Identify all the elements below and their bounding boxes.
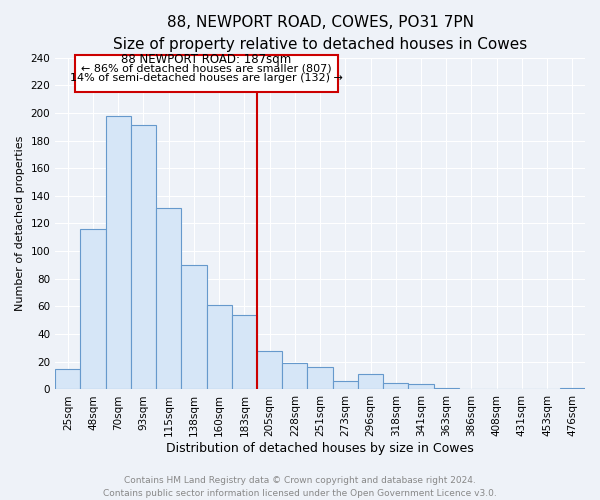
Bar (282, 363, 307, 390)
Text: ← 86% of detached houses are smaller (807): ← 86% of detached houses are smaller (80… (81, 64, 332, 74)
Bar (257, 350, 282, 390)
FancyBboxPatch shape (76, 55, 338, 92)
Text: Contains HM Land Registry data © Crown copyright and database right 2024.
Contai: Contains HM Land Registry data © Crown c… (103, 476, 497, 498)
Y-axis label: Number of detached properties: Number of detached properties (15, 136, 25, 311)
Bar (434, 388, 459, 390)
Bar (358, 374, 383, 390)
Bar (106, 116, 131, 390)
Bar (232, 315, 257, 390)
Bar (131, 126, 156, 390)
Bar (409, 384, 434, 390)
Bar (206, 305, 232, 390)
Bar (383, 382, 409, 390)
Bar (560, 388, 585, 390)
Bar (307, 368, 332, 390)
Bar (332, 381, 358, 390)
Bar (55, 368, 80, 390)
Title: 88, NEWPORT ROAD, COWES, PO31 7PN
Size of property relative to detached houses i: 88, NEWPORT ROAD, COWES, PO31 7PN Size o… (113, 15, 527, 52)
Text: 88 NEWPORT ROAD: 187sqm: 88 NEWPORT ROAD: 187sqm (121, 52, 292, 66)
Text: 14% of semi-detached houses are larger (132) →: 14% of semi-detached houses are larger (… (70, 74, 343, 84)
X-axis label: Distribution of detached houses by size in Cowes: Distribution of detached houses by size … (166, 442, 474, 455)
Bar (156, 208, 181, 390)
Bar (80, 229, 106, 390)
Bar (181, 265, 206, 390)
